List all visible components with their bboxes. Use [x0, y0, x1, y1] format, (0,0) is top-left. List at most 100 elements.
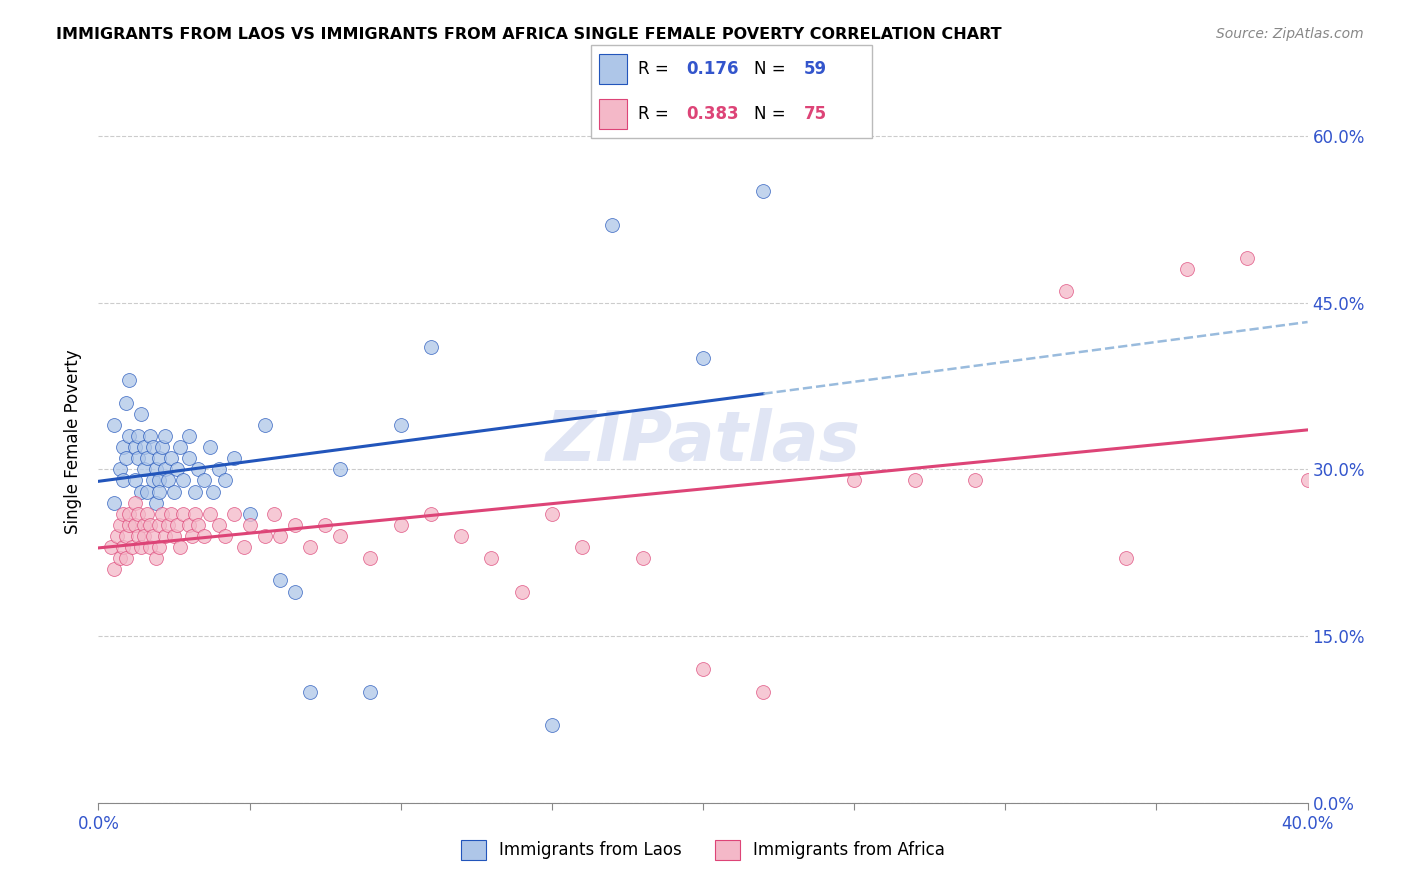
Point	[169, 540, 191, 554]
Point	[156, 517, 179, 532]
Point	[844, 474, 866, 488]
Point	[224, 451, 246, 466]
Point	[160, 507, 183, 521]
Point	[269, 529, 291, 543]
Point	[127, 429, 149, 443]
Point	[142, 440, 165, 454]
Point	[389, 417, 412, 432]
Point	[111, 440, 134, 454]
Point	[135, 484, 157, 499]
Point	[111, 507, 134, 521]
Point	[127, 451, 149, 466]
Point	[692, 662, 714, 676]
Point	[1236, 251, 1258, 265]
Point	[121, 540, 143, 554]
Point	[239, 507, 262, 521]
Point	[284, 517, 307, 532]
Point	[200, 440, 222, 454]
Point	[540, 507, 562, 521]
Point	[208, 517, 231, 532]
Text: IMMIGRANTS FROM LAOS VS IMMIGRANTS FROM AFRICA SINGLE FEMALE POVERTY CORRELATION: IMMIGRANTS FROM LAOS VS IMMIGRANTS FROM …	[56, 27, 1002, 42]
Point	[172, 507, 194, 521]
Point	[142, 474, 165, 488]
Point	[752, 684, 775, 698]
Point	[329, 529, 352, 543]
Point	[118, 507, 141, 521]
Point	[299, 684, 322, 698]
Point	[166, 517, 188, 532]
Point	[202, 484, 225, 499]
Point	[269, 574, 291, 588]
Point	[145, 551, 167, 566]
Point	[179, 429, 201, 443]
Point	[129, 484, 152, 499]
Point	[179, 517, 201, 532]
Point	[253, 529, 276, 543]
Point	[135, 507, 157, 521]
Point	[132, 440, 155, 454]
Text: 59: 59	[804, 60, 827, 78]
Point	[127, 507, 149, 521]
Text: 0.383: 0.383	[686, 105, 738, 123]
Point	[169, 440, 191, 454]
Point	[193, 529, 215, 543]
Point	[139, 517, 162, 532]
Point	[132, 517, 155, 532]
Point	[692, 351, 714, 366]
Point	[200, 507, 222, 521]
Point	[1357, 484, 1379, 499]
Point	[100, 540, 122, 554]
Text: Source: ZipAtlas.com: Source: ZipAtlas.com	[1216, 27, 1364, 41]
Point	[214, 529, 236, 543]
Point	[108, 517, 131, 532]
Point	[181, 529, 204, 543]
Point	[284, 584, 307, 599]
Point	[150, 440, 173, 454]
Point	[602, 218, 624, 232]
Point	[153, 529, 176, 543]
Point	[571, 540, 593, 554]
Point	[1115, 551, 1137, 566]
Point	[118, 429, 141, 443]
Point	[232, 540, 254, 554]
Point	[148, 451, 170, 466]
Text: R =: R =	[638, 105, 675, 123]
Point	[124, 496, 146, 510]
Point	[163, 529, 186, 543]
Point	[132, 462, 155, 476]
Point	[114, 395, 136, 409]
Point	[139, 429, 162, 443]
Point	[118, 517, 141, 532]
Text: N =: N =	[754, 105, 790, 123]
Point	[114, 451, 136, 466]
Point	[179, 451, 201, 466]
Point	[160, 451, 183, 466]
Point	[105, 529, 128, 543]
Point	[631, 551, 654, 566]
Point	[139, 540, 162, 554]
Point	[111, 540, 134, 554]
Point	[124, 440, 146, 454]
Point	[263, 507, 285, 521]
Point	[114, 529, 136, 543]
Point	[148, 540, 170, 554]
Point	[111, 474, 134, 488]
Point	[145, 462, 167, 476]
Point	[108, 551, 131, 566]
Text: 75: 75	[804, 105, 827, 123]
Point	[965, 474, 987, 488]
Point	[481, 551, 503, 566]
Point	[214, 474, 236, 488]
Point	[1054, 285, 1077, 299]
Point	[184, 484, 207, 499]
Point	[108, 462, 131, 476]
Point	[103, 496, 125, 510]
Point	[142, 529, 165, 543]
Text: N =: N =	[754, 60, 790, 78]
Point	[118, 373, 141, 387]
Point	[153, 462, 176, 476]
Point	[510, 584, 533, 599]
Y-axis label: Single Female Poverty: Single Female Poverty	[65, 350, 83, 533]
Point	[389, 517, 412, 532]
Point	[1175, 262, 1198, 277]
